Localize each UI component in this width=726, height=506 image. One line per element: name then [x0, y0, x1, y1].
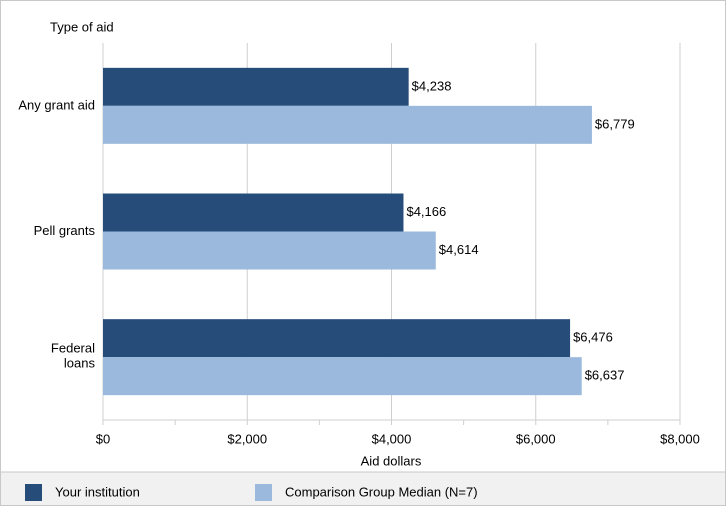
bar [103, 67, 409, 106]
bar [103, 231, 436, 270]
y-tick-label: Pell grants [34, 223, 96, 238]
bar [103, 105, 592, 144]
bar [103, 193, 404, 232]
bar [103, 319, 571, 358]
legend-background [1, 472, 725, 505]
legend-swatch [255, 484, 272, 501]
y-tick-label: Any grant aid [18, 97, 95, 112]
legend-swatch [25, 484, 42, 501]
x-tick-label: $8,000 [660, 431, 700, 446]
data-label: $4,166 [406, 204, 446, 219]
data-label: $6,779 [595, 116, 635, 131]
x-tick-label: $2,000 [227, 431, 267, 446]
bar [103, 357, 582, 396]
y-axis-title: Type of aid [50, 19, 114, 34]
x-tick-label: $0 [96, 431, 110, 446]
x-tick-label: $4,000 [372, 431, 412, 446]
legend-label: Your institution [55, 484, 140, 499]
y-tick-label: Federal loans [51, 341, 96, 371]
x-axis-title: Aid dollars [361, 453, 422, 468]
legend-label: Comparison Group Median (N=7) [285, 484, 478, 499]
x-tick-label: $6,000 [516, 431, 556, 446]
data-label: $6,476 [573, 330, 613, 345]
data-label: $4,238 [412, 78, 452, 93]
data-label: $6,637 [585, 368, 625, 383]
data-label: $4,614 [439, 242, 479, 257]
